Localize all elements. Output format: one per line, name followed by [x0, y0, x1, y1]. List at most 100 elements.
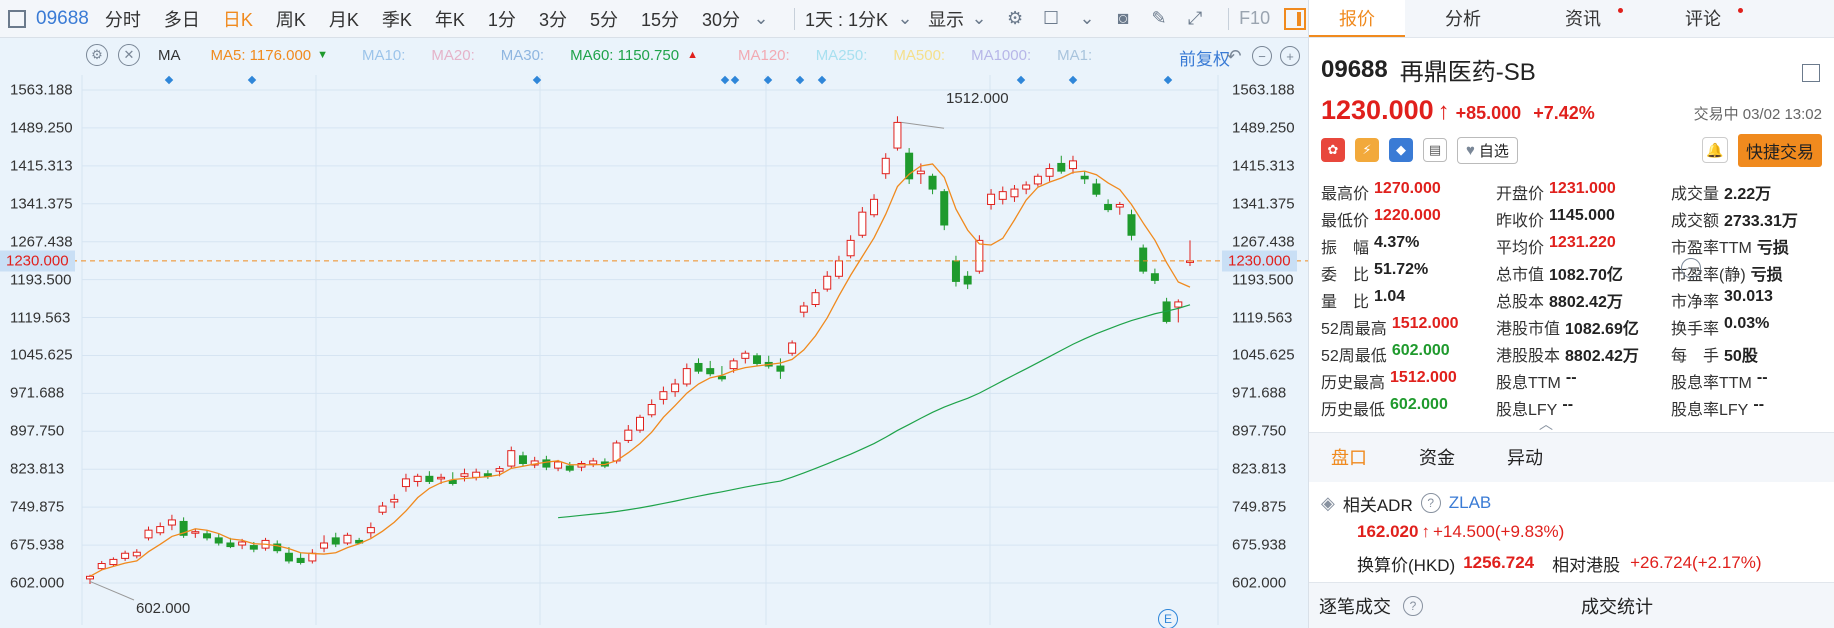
quote-label: 股息LFY [1496, 401, 1558, 419]
tab-quote[interactable]: 报价 [1309, 0, 1405, 37]
box-chevron-icon[interactable]: ⌄ [1079, 8, 1095, 28]
collapse-chevron-icon[interactable]: ︿ [1539, 416, 1553, 432]
period-tab-multiday[interactable]: 多日 [163, 9, 200, 30]
range-chevron-icon[interactable]: ⌄ [897, 8, 913, 28]
adjust-restore-button[interactable]: 前复权 [1179, 50, 1230, 69]
tick-trades-label[interactable]: 逐笔成交 [1319, 596, 1391, 617]
more-periods-chevron-icon[interactable]: ⌄ [753, 8, 769, 28]
stock-code-tab[interactable]: 09688 [36, 7, 89, 29]
pen-icon[interactable]: ✎ [1151, 8, 1167, 28]
range-select[interactable]: 1天 : 1分K [805, 9, 889, 30]
tab-analysis[interactable]: 分析 [1445, 9, 1481, 29]
tag-icon[interactable]: ◆ [1389, 138, 1413, 162]
settings-gear-icon[interactable]: ⚙ [1006, 8, 1024, 28]
quote-label: 历史最低 [1321, 401, 1386, 419]
quote-label: 总市值 [1496, 266, 1545, 284]
lightning-icon[interactable]: ⚡ [1355, 138, 1379, 162]
period-tab-week[interactable]: 周K [275, 9, 306, 30]
period-tab-3min[interactable]: 3分 [538, 9, 567, 30]
period-tab-day[interactable]: 日K [222, 9, 253, 30]
quote-row: 历史最高 1512.000 股息TTM -- 股息率TTM -- [1321, 367, 1831, 394]
adr-help-icon[interactable]: ? [1420, 493, 1441, 513]
quote-value: 602.000 [1391, 341, 1450, 359]
quote-cell: 股息率TTM -- [1671, 369, 1831, 393]
event-marker-icon[interactable]: E [1158, 609, 1178, 628]
draw-box-icon[interactable]: ☐ [1042, 8, 1060, 28]
subtab-orderbook[interactable]: 盘口 [1331, 447, 1367, 468]
candle-body [343, 534, 352, 544]
quote-cell: 最低价 1220.000 [1321, 207, 1496, 231]
quote-cell: 昨收价 1145.000 [1496, 207, 1671, 231]
quote-label: 港股市值 [1496, 320, 1561, 338]
quote-cell: 总股本 8802.42万 [1496, 288, 1671, 312]
hk-flag-icon[interactable]: ✿ [1321, 138, 1345, 162]
quote-cell: 振 幅 4.37% [1321, 234, 1496, 258]
candlestick-chart[interactable] [0, 0, 1308, 628]
panel-menu-icon[interactable] [1802, 64, 1820, 82]
period-tab-1min[interactable]: 1分 [487, 9, 516, 30]
note-icon[interactable]: ▤ [1423, 138, 1447, 162]
quote-row: 振 幅 4.37% 平均价 1231.220 市盈率TTM 亏损 [1321, 232, 1831, 259]
price-axis-right: 1563.188 1489.250 1415.313 1341.375 1267.438… [1218, 70, 1308, 628]
subtab-fund[interactable]: 资金 [1419, 447, 1455, 468]
display-chevron-icon[interactable]: ⌄ [971, 8, 987, 28]
price-change: +85.000 [1455, 103, 1522, 123]
f10-button[interactable]: F10 [1239, 8, 1271, 28]
trade-stats-label[interactable]: 成交统计 [1581, 596, 1653, 617]
candle-body [928, 175, 937, 190]
candle-body [729, 360, 738, 370]
relative-change: +26.724(+2.17%) [1630, 553, 1762, 572]
quote-cell: 市净率 30.013 [1671, 288, 1831, 312]
tick-help-icon[interactable]: ? [1403, 595, 1423, 616]
candle-body [472, 471, 481, 478]
candle-body [238, 541, 247, 546]
candle-body [706, 368, 715, 375]
period-tab-30min[interactable]: 30分 [702, 9, 741, 30]
ma-select[interactable]: MA [158, 46, 181, 64]
subtab-abnormal[interactable]: 异动 [1507, 447, 1543, 468]
candle-body [811, 292, 820, 305]
zoom-out-icon[interactable]: − [1252, 46, 1272, 66]
candle-body [1092, 183, 1101, 195]
tab-comments[interactable]: 评论 [1645, 0, 1761, 37]
quote-value: 51.72% [1374, 260, 1429, 278]
candle-body [507, 450, 516, 467]
fullscreen-icon[interactable]: ⤢ [1187, 8, 1203, 28]
candle-body [682, 368, 691, 385]
tab-news[interactable]: 资讯 [1521, 0, 1645, 37]
candle-body [460, 473, 469, 477]
period-tab-month[interactable]: 月K [328, 9, 359, 30]
trade-status: 交易中 03/02 13:02 [1693, 106, 1822, 123]
adr-code-link[interactable]: ZLAB [1448, 493, 1492, 512]
candle-body [413, 475, 422, 482]
ma-settings-icon[interactable]: ⚙ [86, 44, 108, 66]
period-tab-quarter[interactable]: 季K [381, 9, 412, 30]
candle-body [1033, 175, 1042, 185]
quote-cell: 市盈率TTM 亏损 [1671, 234, 1831, 258]
display-menu[interactable]: 显示 [928, 9, 965, 30]
layout-toggle-icon[interactable] [1284, 7, 1307, 30]
more-info-icon[interactable]: ··· [1681, 258, 1701, 278]
ma-close-icon[interactable]: ✕ [118, 44, 140, 66]
bell-icon[interactable]: 🔔 [1702, 137, 1728, 163]
candle-body [881, 157, 890, 175]
candle-body [776, 365, 785, 372]
quick-trade-button[interactable]: 快捷交易 [1738, 133, 1822, 167]
panel-toggle-icon[interactable] [8, 9, 26, 28]
undo-icon[interactable]: ↶ [1226, 45, 1242, 66]
quote-value: 1512.000 [1391, 314, 1459, 332]
y-tick-left: 1415.313 [10, 157, 73, 175]
period-tab-year[interactable]: 年K [434, 9, 465, 30]
period-tab-5min[interactable]: 5分 [589, 9, 618, 30]
candle-body [1045, 168, 1054, 177]
stock-actions-row: ✿ ⚡ ◆ ▤ ♥ 自选 🔔 快捷交易 [1309, 126, 1834, 167]
add-favorite-button[interactable]: ♥ 自选 [1457, 136, 1518, 164]
zoom-in-icon[interactable]: + [1280, 46, 1300, 66]
camera-icon[interactable]: ◙ [1117, 8, 1129, 28]
period-tab-intraday[interactable]: 分时 [104, 9, 141, 30]
period-tab-15min[interactable]: 15分 [640, 9, 679, 30]
candle-body [717, 375, 726, 380]
chart-panel: 09688 分时 多日 日K 周K 月K 季K 年K 1分 3分 5分 15分 … [0, 0, 1308, 628]
price-change-pct: +7.42% [1533, 103, 1595, 123]
candle-body [542, 459, 551, 468]
